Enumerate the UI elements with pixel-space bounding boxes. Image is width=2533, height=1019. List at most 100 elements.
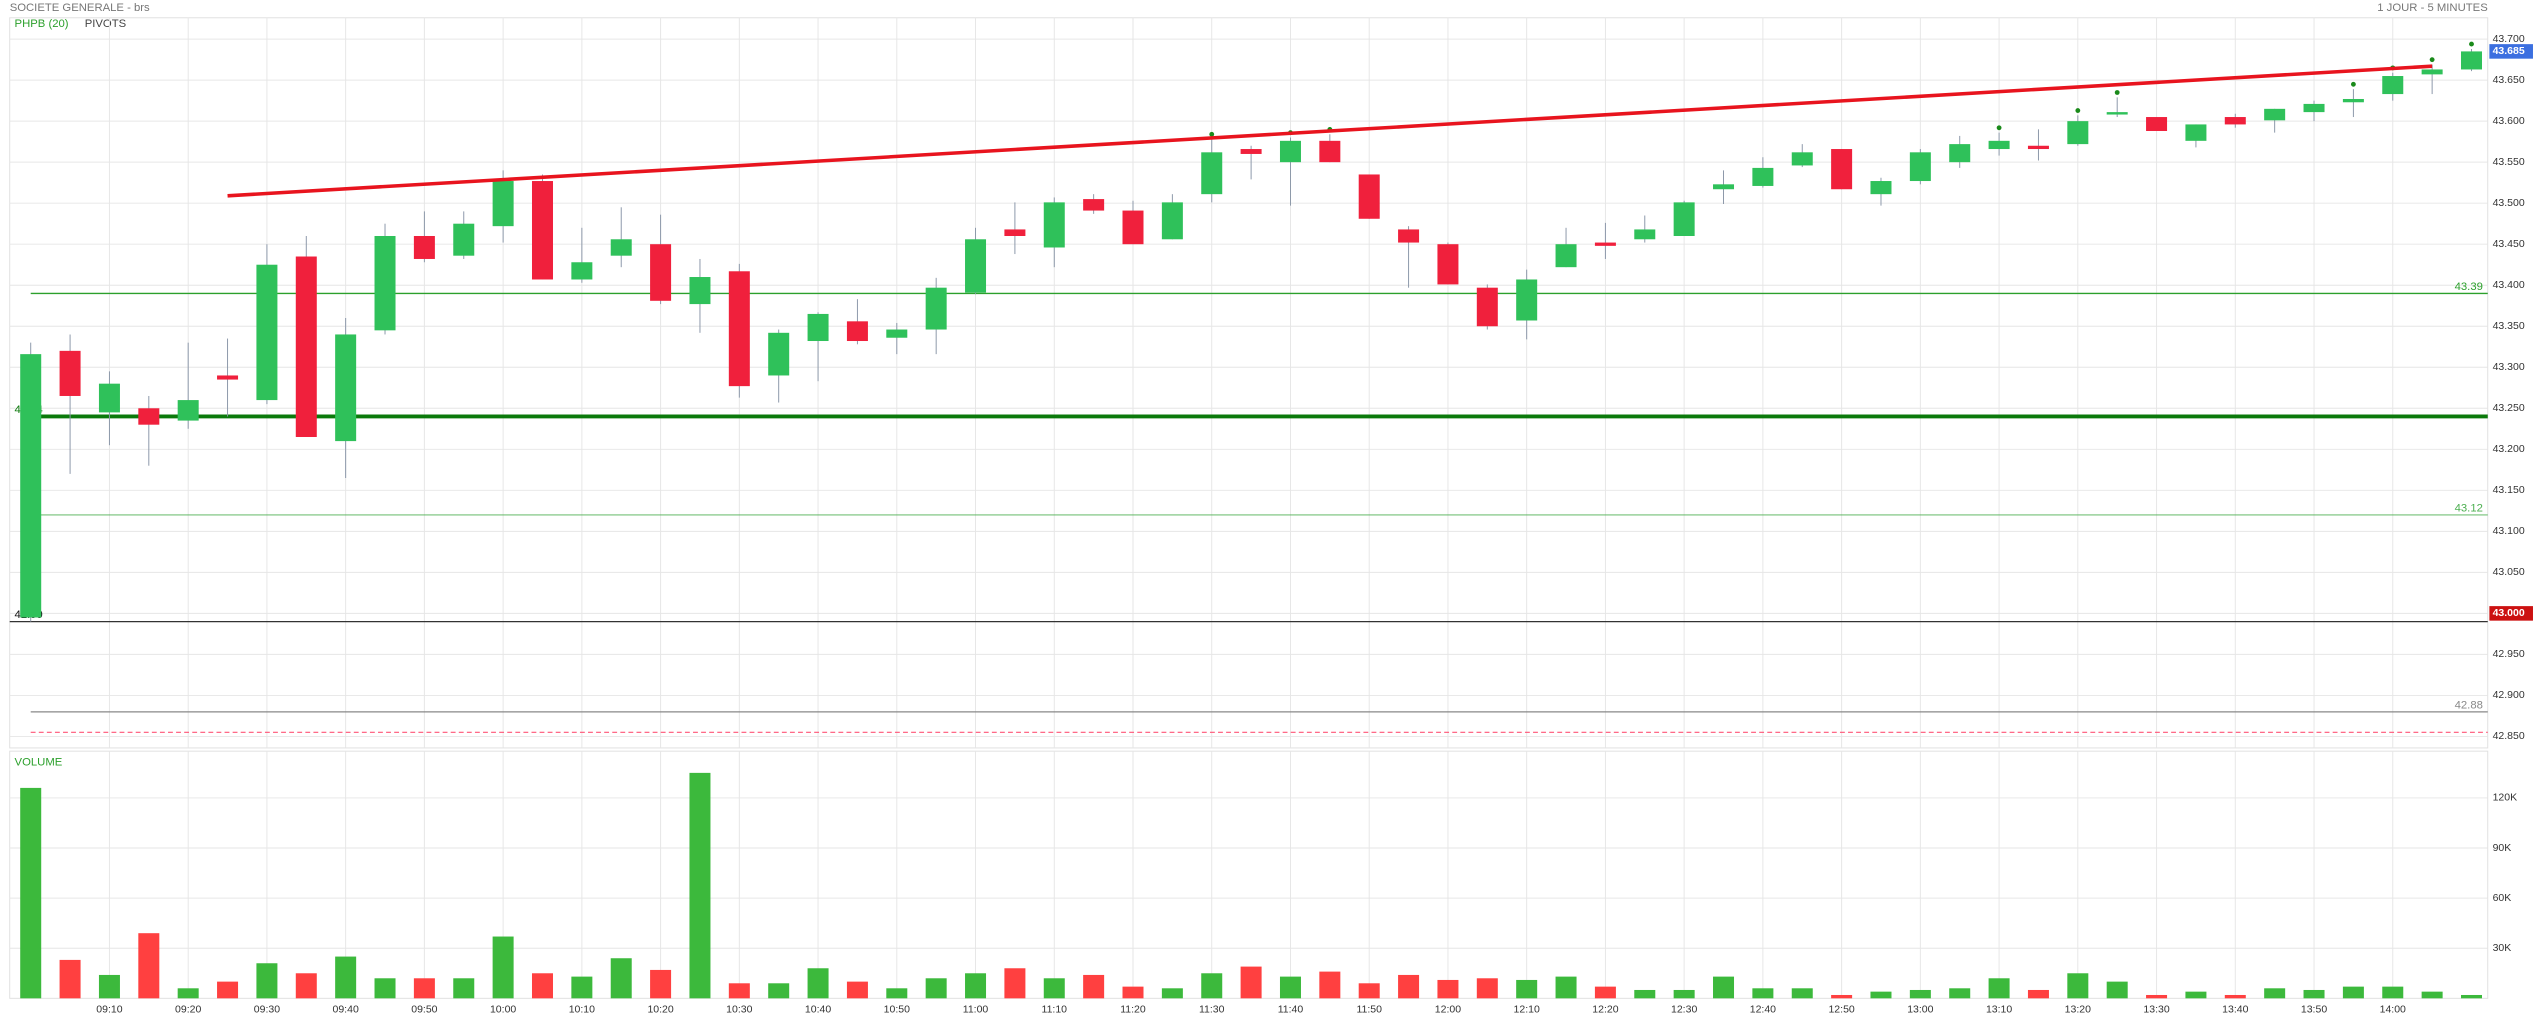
volume-bar [571, 976, 593, 999]
candle-body [768, 332, 790, 376]
y-tick-label: 42.950 [2493, 648, 2525, 660]
chart-subtitle: 1 JOUR - 5 MINUTES [2377, 2, 2488, 14]
x-tick-label: 13:30 [2143, 1003, 2169, 1015]
candle-body [610, 239, 632, 256]
candle-body [2303, 103, 2325, 113]
candle-body [925, 287, 947, 330]
price-tag [2489, 44, 2533, 59]
x-tick-label: 13:20 [2065, 1003, 2091, 1015]
x-tick-label: 12:20 [1592, 1003, 1618, 1015]
y-tick-label: 43.450 [2493, 238, 2525, 250]
candle-body [1122, 210, 1144, 245]
candle-body [1713, 184, 1735, 190]
signal-dot [2469, 41, 2474, 47]
candle-body [1870, 181, 1892, 195]
candle-body [98, 383, 120, 413]
volume-bar [768, 983, 790, 999]
signal-dot [2429, 57, 2435, 63]
candle-body [2067, 121, 2089, 145]
candle-body [728, 271, 750, 387]
volume-bar [807, 968, 829, 999]
candle-body [59, 350, 81, 396]
x-tick-label: 12:50 [1828, 1003, 1854, 1015]
x-tick-label: 13:00 [1907, 1003, 1933, 1015]
y-tick-label: 43.100 [2493, 525, 2525, 537]
volume-bar [1437, 979, 1459, 999]
volume-bar [1870, 991, 1892, 999]
volume-bar [531, 973, 553, 999]
x-tick-label: 13:40 [2222, 1003, 2248, 1015]
y-tick-label: 43.650 [2493, 74, 2525, 86]
volume-bar [2460, 994, 2482, 999]
signal-dot [1996, 125, 2002, 131]
signal-dot [2350, 81, 2356, 87]
volume-bar [374, 978, 396, 999]
y-tick-label: 42.900 [2493, 689, 2525, 701]
indicator-label: PIVOTS [85, 18, 127, 30]
candle-body [1240, 149, 1262, 154]
signal-dot [2114, 90, 2120, 95]
volume-tick-label: 30K [2493, 942, 2512, 954]
x-tick-label: 09:10 [96, 1003, 122, 1015]
volume-bar [1476, 978, 1498, 999]
volume-bar [1279, 976, 1301, 999]
x-tick-label: 11:50 [1356, 1003, 1382, 1015]
candle-body [1634, 229, 1656, 240]
volume-bar [1673, 989, 1695, 999]
y-tick-label: 43.200 [2493, 443, 2525, 455]
volume-bar [1240, 966, 1262, 999]
candle-body [571, 262, 593, 280]
candle-body [886, 329, 908, 338]
candle-body [2224, 117, 2246, 125]
candle-body [217, 375, 239, 380]
y-tick-label: 43.600 [2493, 115, 2525, 127]
volume-bar [610, 958, 632, 999]
volume-bar [20, 787, 42, 999]
volume-bar [1083, 974, 1105, 999]
volume-bar [59, 959, 81, 999]
candle-body [650, 244, 672, 301]
volume-bar [728, 983, 750, 999]
volume-bar [1043, 978, 1065, 999]
volume-bar [138, 933, 160, 999]
volume-bar [1949, 988, 1971, 999]
candle-body [1791, 152, 1813, 166]
candle-body [20, 354, 42, 618]
candle-body [295, 256, 317, 437]
level-label: 43.12 [2455, 502, 2483, 514]
volume-bar [1122, 986, 1144, 999]
candle-body [1319, 140, 1341, 163]
candle-body [1949, 144, 1971, 163]
candle-body [1752, 167, 1774, 186]
candle-body [1476, 287, 1498, 327]
candle-body [256, 264, 278, 401]
volume-bar [1358, 983, 1380, 999]
x-tick-label: 14:00 [2380, 1003, 2406, 1015]
volume-panel [9, 750, 2489, 999]
x-tick-label: 11:10 [1042, 1003, 1068, 1015]
candle-body [2185, 124, 2207, 141]
candle-body [335, 334, 357, 442]
volume-bar [2067, 973, 2089, 999]
volume-bar [1909, 989, 1931, 999]
y-tick-label: 43.500 [2493, 197, 2525, 209]
x-tick-label: 11:20 [1120, 1003, 1146, 1015]
x-tick-label: 09:50 [411, 1003, 437, 1015]
candle-body [413, 235, 435, 259]
candle-body [1083, 199, 1105, 211]
candle-body [807, 313, 829, 342]
volume-bar [689, 772, 711, 999]
candle-body [1909, 152, 1931, 182]
y-tick-label: 43.550 [2493, 156, 2525, 168]
candle-body [2342, 98, 2364, 103]
volume-bar [2027, 989, 2049, 999]
candle-body [1004, 229, 1026, 236]
volume-bar [1161, 988, 1183, 999]
candle-body [531, 181, 553, 280]
volume-bar [177, 988, 199, 999]
candle-body [177, 400, 199, 421]
price-tag [2489, 606, 2533, 621]
price-tag-label: 43.000 [2493, 607, 2525, 619]
volume-bar [492, 936, 514, 999]
candle-body [492, 181, 514, 227]
